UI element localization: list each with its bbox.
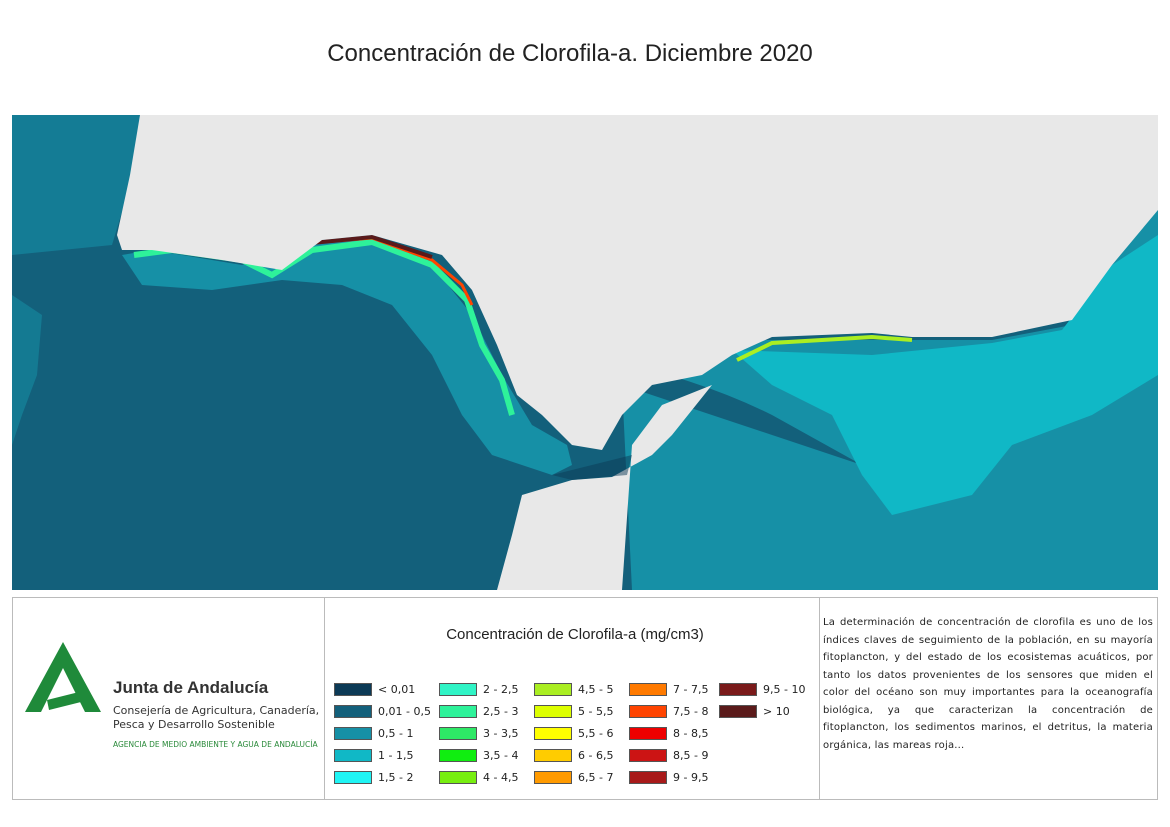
legend-label: 3,5 - 4	[483, 748, 519, 762]
legend-label: 0,5 - 1	[378, 726, 414, 740]
legend-item: 0,01 - 0,5	[334, 703, 431, 719]
strait	[552, 455, 632, 480]
legend-swatch	[439, 726, 477, 740]
legend-label: 2 - 2,5	[483, 682, 519, 696]
legend-item: > 10	[719, 703, 790, 719]
land-iberia	[117, 115, 1158, 450]
legend-item: 8,5 - 9	[629, 747, 708, 763]
legend-swatch	[629, 770, 667, 784]
legend-label: 3 - 3,5	[483, 726, 519, 740]
legend-swatch	[534, 726, 572, 740]
department: Consejería de Agricultura, Canadería,	[113, 704, 320, 717]
legend-item: 6,5 - 7	[534, 769, 613, 785]
legend-item: 5 - 5,5	[534, 703, 613, 719]
western-shelf	[12, 115, 142, 255]
legend-label: 5,5 - 6	[578, 726, 614, 740]
legend-swatch	[534, 682, 572, 696]
legend-label: 6 - 6,5	[578, 748, 614, 762]
department: Pesca y Desarrollo Sostenible	[113, 718, 275, 731]
legend-swatch	[629, 726, 667, 740]
legend-item: 6 - 6,5	[534, 747, 613, 763]
legend-label: 5 - 5,5	[578, 704, 614, 718]
legend-label: 1 - 1,5	[378, 748, 414, 762]
legend-item: 3,5 - 4	[439, 747, 518, 763]
legend-label: 6,5 - 7	[578, 770, 614, 784]
legend-item: 9,5 - 10	[719, 681, 805, 697]
land-africa	[497, 385, 712, 590]
legend-item: 8 - 8,5	[629, 725, 708, 741]
org-name: Junta de Andalucía	[113, 678, 269, 697]
legend-swatch	[439, 770, 477, 784]
legend-item: 7,5 - 8	[629, 703, 708, 719]
legend-label: < 0,01	[378, 682, 416, 696]
legend-swatch	[334, 770, 372, 784]
legend-swatch	[719, 704, 757, 718]
legend-swatch	[439, 682, 477, 696]
legend-swatch	[334, 748, 372, 762]
legend-swatch	[719, 682, 757, 696]
coastal-water	[122, 240, 572, 475]
legend-label: 7 - 7,5	[673, 682, 709, 696]
legend-label: 4 - 4,5	[483, 770, 519, 784]
legend-swatch	[334, 682, 372, 696]
legend-title: Concentración de Clorofila-a (mg/cm3)	[446, 626, 704, 643]
legend-label: 9,5 - 10	[763, 682, 806, 696]
eastern-bloom	[736, 334, 913, 362]
map	[12, 115, 1158, 590]
legend-item: 1 - 1,5	[334, 747, 413, 763]
legend-swatch	[534, 748, 572, 762]
legend-item: 0,5 - 1	[334, 725, 413, 741]
shelf-water	[732, 235, 1158, 515]
legend-item: 9 - 9,5	[629, 769, 708, 785]
logo-bar	[47, 692, 81, 710]
legend-swatch	[439, 748, 477, 762]
legend-label: 2,5 - 3	[483, 704, 519, 718]
description: La determinación de concentración de clo…	[823, 617, 1153, 751]
legend-label: > 10	[763, 704, 790, 718]
legend-item: < 0,01	[334, 681, 415, 697]
divider	[819, 598, 820, 799]
legend-label: 8 - 8,5	[673, 726, 709, 740]
info-panel: Junta de Andalucía Consejería de Agricul…	[12, 597, 1158, 800]
legend-item: 3 - 3,5	[439, 725, 518, 741]
legend-item: 5,5 - 6	[534, 725, 613, 741]
legend-label: 8,5 - 9	[673, 748, 709, 762]
legend-swatch	[534, 770, 572, 784]
legend-item: 7 - 7,5	[629, 681, 708, 697]
legend-swatch	[629, 748, 667, 762]
legend-label: 7,5 - 8	[673, 704, 709, 718]
legend-swatch	[629, 704, 667, 718]
legend-item: 1,5 - 2	[334, 769, 413, 785]
legend-swatch	[629, 682, 667, 696]
legend-item: 2 - 2,5	[439, 681, 518, 697]
legend-label: 4,5 - 5	[578, 682, 614, 696]
legend-swatch	[534, 704, 572, 718]
legend-label: 0,01 - 0,5	[378, 704, 431, 718]
legend-swatch	[334, 704, 372, 718]
legend-label: 1,5 - 2	[378, 770, 414, 784]
divider	[324, 598, 325, 799]
coastal-bloom-max	[311, 234, 433, 259]
open-ocean-patch	[12, 115, 42, 445]
legend-swatch	[334, 726, 372, 740]
legend-item: 4 - 4,5	[439, 769, 518, 785]
map-title: Concentración de Clorofila-a. Diciembre …	[327, 40, 813, 67]
legend-label: 9 - 9,5	[673, 770, 709, 784]
legend-item: 4,5 - 5	[534, 681, 613, 697]
legend-swatch	[439, 704, 477, 718]
logo-a	[25, 642, 101, 712]
legend-item: 2,5 - 3	[439, 703, 518, 719]
agency: AGENCIA DE MEDIO AMBIENTE Y AGUA DE ANDA…	[113, 740, 318, 749]
logo-mark	[25, 642, 101, 712]
